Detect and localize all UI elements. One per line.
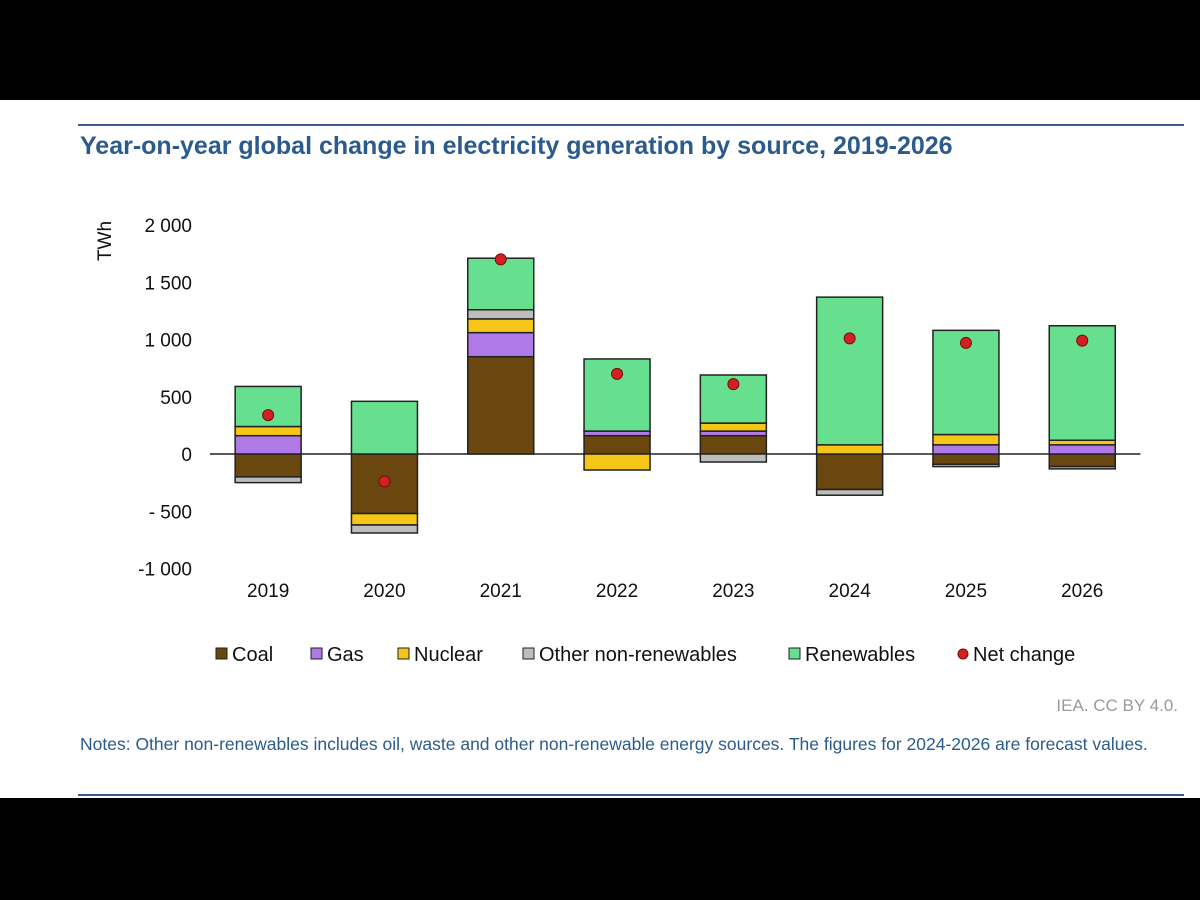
legend-label-nuclear: Nuclear [414, 644, 483, 666]
y-tick-label: 2 000 [144, 216, 192, 237]
bars-layer [234, 257, 1116, 534]
bar-renewables-2021 [467, 257, 535, 311]
bar-nuclear-2025 [932, 433, 1000, 446]
x-tick-label: 2026 [1061, 581, 1103, 602]
bar-nuclear-2023 [699, 422, 768, 432]
legend-label-renewables: Renewables [805, 644, 915, 666]
bar-renewables-2020 [350, 400, 419, 455]
net-change-point-2020 [378, 475, 391, 488]
legend-swatch-renewables [788, 647, 801, 660]
notes-text: Notes: Other non-renewables includes oil… [80, 734, 1148, 754]
bar-other-non-renewables-2025 [932, 463, 1000, 468]
top-rule [78, 124, 1184, 126]
bar-gas-2019 [234, 434, 302, 455]
y-tick-label: 0 [181, 445, 192, 466]
bar-nuclear-2020 [350, 512, 419, 526]
bar-coal-2024 [815, 453, 884, 491]
bar-other-non-renewables-2019 [234, 476, 302, 484]
net-change-point-2023 [727, 378, 740, 391]
legend-label-other-non-renewables: Other non-renewables [539, 644, 737, 666]
legend-label-coal: Coal [232, 644, 273, 666]
bar-gas-2026 [1048, 444, 1116, 455]
bar-coal-2025 [932, 453, 1000, 466]
bar-nuclear-2024 [815, 444, 884, 455]
bar-other-non-renewables-2024 [815, 488, 884, 496]
y-tick-label: -1 000 [138, 560, 192, 581]
net-change-point-2026 [1076, 334, 1089, 347]
bar-other-non-renewables-2023 [699, 453, 768, 463]
y-tick-label: 1 500 [144, 273, 192, 294]
y-tick-label: - 500 [149, 502, 192, 523]
bar-coal-2022 [583, 434, 651, 455]
chart-title: Year-on-year global change in electricit… [80, 132, 953, 160]
bar-coal-2023 [699, 434, 768, 455]
legend-label-gas: Gas [327, 644, 364, 666]
net-change-point-2025 [959, 336, 972, 349]
bar-renewables-2024 [815, 296, 884, 446]
y-tick-label: 1 000 [144, 331, 192, 352]
bar-other-non-renewables-2026 [1048, 465, 1116, 470]
x-axis: 2019 2020 2021 2022 2023 2024 2025 2026 [247, 581, 1103, 602]
credit-text: IEA. CC BY 4.0. [1056, 696, 1178, 715]
legend-swatch-gas [310, 647, 323, 660]
bar-coal-2019 [234, 453, 302, 478]
net-change-point-2024 [843, 332, 856, 345]
legend: Coal Gas Nuclear Other non-renewables Renewa… [215, 644, 1075, 666]
legend-swatch-net-change [957, 648, 969, 660]
x-tick-label: 2023 [712, 581, 754, 602]
x-tick-label: 2022 [596, 581, 638, 602]
legend-swatch-nuclear [397, 647, 410, 660]
net-change-point-2019 [262, 409, 275, 422]
x-tick-label: 2020 [363, 581, 405, 602]
bar-gas-2021 [467, 331, 535, 358]
bar-nuclear-2019 [234, 425, 302, 437]
bar-coal-2021 [467, 355, 535, 455]
bar-coal-2026 [1048, 453, 1116, 468]
bar-nuclear-2022 [583, 453, 651, 471]
net-change-layer [262, 253, 1089, 488]
x-tick-label: 2021 [480, 581, 522, 602]
bar-other-non-renewables-2021 [467, 308, 535, 320]
bottom-rule [78, 794, 1184, 796]
net-change-point-2021 [494, 253, 507, 266]
legend-swatch-coal [215, 647, 228, 660]
y-axis-label: TWh [95, 221, 116, 261]
legend-label-net-change: Net change [973, 644, 1075, 666]
x-tick-label: 2019 [247, 581, 289, 602]
legend-swatch-other-non-renewables [522, 647, 535, 660]
y-tick-label: 500 [160, 388, 192, 409]
x-tick-label: 2025 [945, 581, 987, 602]
bar-nuclear-2021 [467, 318, 535, 334]
bar-gas-2025 [932, 444, 1000, 455]
x-tick-label: 2024 [829, 581, 872, 602]
net-change-point-2022 [611, 367, 624, 380]
bar-other-non-renewables-2020 [350, 524, 419, 534]
